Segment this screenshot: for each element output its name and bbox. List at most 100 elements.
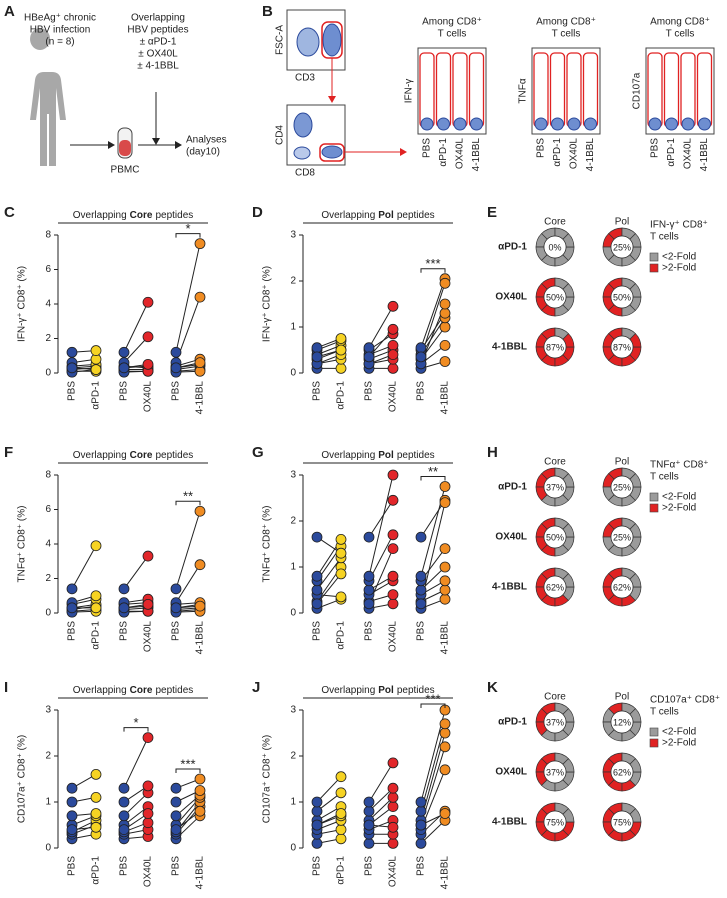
data-point bbox=[387, 339, 399, 351]
data-point bbox=[415, 598, 427, 610]
row-label: αPD-1 bbox=[498, 717, 527, 728]
donut-value: 50% bbox=[613, 292, 631, 302]
y-tick-label: 3 bbox=[290, 705, 296, 716]
y-tick-label: 6 bbox=[45, 504, 51, 515]
title-part: Overlapping bbox=[73, 685, 127, 696]
x-tick-label: PBS bbox=[416, 856, 427, 876]
title-part: peptides bbox=[397, 210, 435, 221]
panel-label: C bbox=[4, 204, 15, 221]
data-point bbox=[387, 757, 399, 769]
condition-label: PBS bbox=[536, 138, 547, 158]
panel-label: I bbox=[4, 679, 8, 696]
cell-cloud bbox=[681, 117, 695, 131]
x-tick-label: PBS bbox=[416, 381, 427, 401]
data-point bbox=[335, 362, 347, 374]
row-label: OX40L bbox=[495, 767, 527, 778]
data-point bbox=[387, 801, 399, 812]
legend-swatch bbox=[649, 492, 659, 502]
flow-title: T cells bbox=[438, 29, 467, 40]
title-part: Core bbox=[130, 210, 153, 221]
column-label: Pol bbox=[615, 217, 629, 228]
y-tick-label: 0 bbox=[45, 608, 51, 619]
x-tick-label: 4-1BBL bbox=[440, 621, 451, 655]
axis-label: CD3 bbox=[295, 73, 315, 84]
data-point bbox=[387, 782, 399, 794]
x-tick-label: PBS bbox=[67, 621, 78, 641]
panel-label: A bbox=[4, 3, 15, 20]
donut-hole bbox=[610, 235, 634, 259]
title-part: peptides bbox=[155, 450, 193, 461]
schematic-text: ± OX40L bbox=[138, 49, 178, 60]
data-point bbox=[118, 782, 130, 794]
data-point bbox=[194, 773, 206, 785]
condition-label: αPD-1 bbox=[438, 138, 449, 167]
sig-bracket bbox=[420, 268, 446, 273]
data-point bbox=[311, 838, 323, 849]
data-point bbox=[118, 362, 130, 374]
title-part: Pol bbox=[378, 450, 394, 461]
row-label: OX40L bbox=[495, 292, 527, 303]
donut-hole bbox=[610, 475, 634, 499]
row-label: OX40L bbox=[495, 532, 527, 543]
legend-label: <2-Fold bbox=[662, 727, 696, 738]
schematic-text: HBV peptides bbox=[127, 25, 188, 36]
legend-label: >2-Fold bbox=[662, 738, 696, 749]
data-point bbox=[439, 575, 451, 587]
column-label: Pol bbox=[615, 692, 629, 703]
y-tick-label: 6 bbox=[45, 264, 51, 275]
cell-cloud bbox=[551, 117, 564, 131]
y-tick-label: 1 bbox=[290, 322, 296, 333]
data-point bbox=[439, 497, 451, 509]
y-tick-label: 2 bbox=[290, 751, 296, 762]
data-point bbox=[90, 364, 102, 375]
legend-swatch bbox=[649, 738, 659, 748]
donut-value: 75% bbox=[546, 817, 564, 827]
column-label: Pol bbox=[615, 457, 629, 468]
x-tick-label: PBS bbox=[364, 381, 375, 401]
data-point bbox=[387, 300, 399, 312]
chart-title: Overlapping Pol peptides bbox=[321, 685, 434, 696]
pair-line bbox=[420, 278, 446, 348]
chart-title: Overlapping Pol peptides bbox=[321, 450, 434, 461]
panel-label: F bbox=[4, 444, 13, 461]
condition-label: αPD-1 bbox=[666, 138, 677, 167]
data-point bbox=[118, 796, 130, 808]
pair-line bbox=[71, 545, 97, 590]
data-point bbox=[90, 540, 102, 552]
pair-line bbox=[123, 555, 149, 590]
data-point bbox=[415, 805, 427, 817]
data-point bbox=[66, 824, 78, 835]
cell-cloud bbox=[453, 117, 467, 131]
x-tick-label: OX40L bbox=[388, 381, 399, 413]
pair-line bbox=[316, 776, 342, 803]
donut-hole bbox=[543, 285, 567, 309]
y-tick-label: 3 bbox=[290, 230, 296, 241]
donut-value: 0% bbox=[548, 242, 561, 252]
y-tick-label: 1 bbox=[290, 797, 296, 808]
x-tick-label: OX40L bbox=[143, 621, 154, 653]
panel-label: K bbox=[487, 679, 498, 696]
data-point bbox=[170, 583, 182, 595]
data-point bbox=[335, 568, 347, 580]
pair-line bbox=[368, 500, 394, 538]
row-label: 4-1BBL bbox=[492, 342, 527, 353]
donut-hole bbox=[543, 575, 567, 599]
title-part: Pol bbox=[378, 685, 394, 696]
y-tick-label: 1 bbox=[290, 562, 296, 573]
y-tick-label: 4 bbox=[45, 299, 51, 310]
data-point bbox=[439, 339, 451, 351]
data-point bbox=[415, 351, 427, 363]
y-tick-label: 8 bbox=[45, 470, 51, 481]
pair-line bbox=[368, 306, 394, 348]
flow-title: Among CD8⁺ bbox=[422, 17, 482, 28]
donut-hole bbox=[543, 525, 567, 549]
sig-label: * bbox=[133, 715, 138, 730]
data-point bbox=[439, 727, 451, 739]
x-tick-label: 4-1BBL bbox=[195, 381, 206, 415]
sig-label: ** bbox=[428, 464, 438, 479]
donut-hole bbox=[543, 810, 567, 834]
x-tick-label: OX40L bbox=[388, 856, 399, 888]
schematic-text: ± αPD-1 bbox=[140, 37, 177, 48]
panel-label: D bbox=[252, 204, 263, 221]
data-point bbox=[335, 824, 347, 835]
